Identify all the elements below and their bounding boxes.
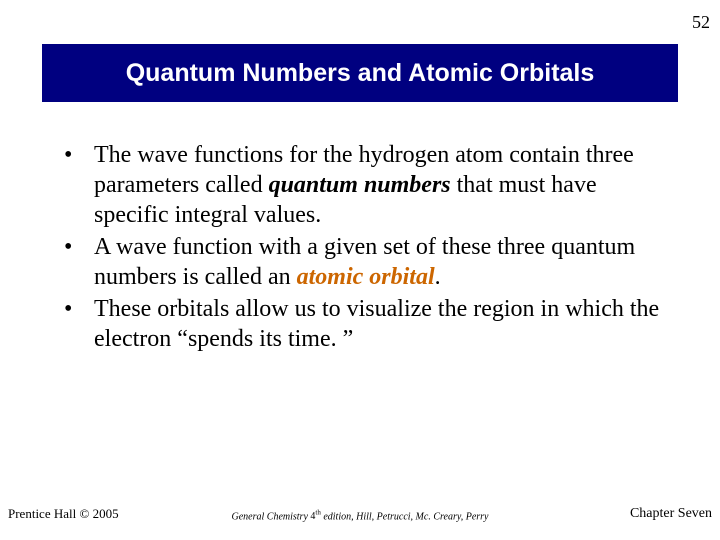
page-number: 52	[692, 12, 710, 33]
footer-book-citation: General Chemistry 4th edition, Hill, Pet…	[0, 509, 720, 522]
bullet-list: The wave functions for the hydrogen atom…	[62, 140, 670, 354]
footer-chapter: Chapter Seven	[630, 506, 712, 522]
slide-title: Quantum Numbers and Atomic Orbitals	[126, 59, 595, 88]
bullet-item: The wave functions for the hydrogen atom…	[62, 140, 670, 230]
footer-authors: edition, Hill, Petrucci, Mc. Creary, Per…	[321, 511, 489, 522]
bullet-item: A wave function with a given set of thes…	[62, 232, 670, 292]
slide-footer: Prentice Hall © 2005 General Chemistry 4…	[0, 502, 720, 522]
footer-book-title: General Chemistry	[232, 511, 308, 522]
bullet-text-pre: These orbitals allow us to visualize the…	[94, 296, 659, 352]
title-bar: Quantum Numbers and Atomic Orbitals	[42, 44, 678, 102]
footer-edition: 4th	[310, 511, 320, 522]
emphasized-term: atomic orbital	[297, 264, 435, 290]
emphasized-term: quantum numbers	[269, 172, 451, 198]
bullet-item: These orbitals allow us to visualize the…	[62, 294, 670, 354]
slide-body: The wave functions for the hydrogen atom…	[62, 140, 670, 356]
bullet-text-post: .	[435, 264, 441, 290]
